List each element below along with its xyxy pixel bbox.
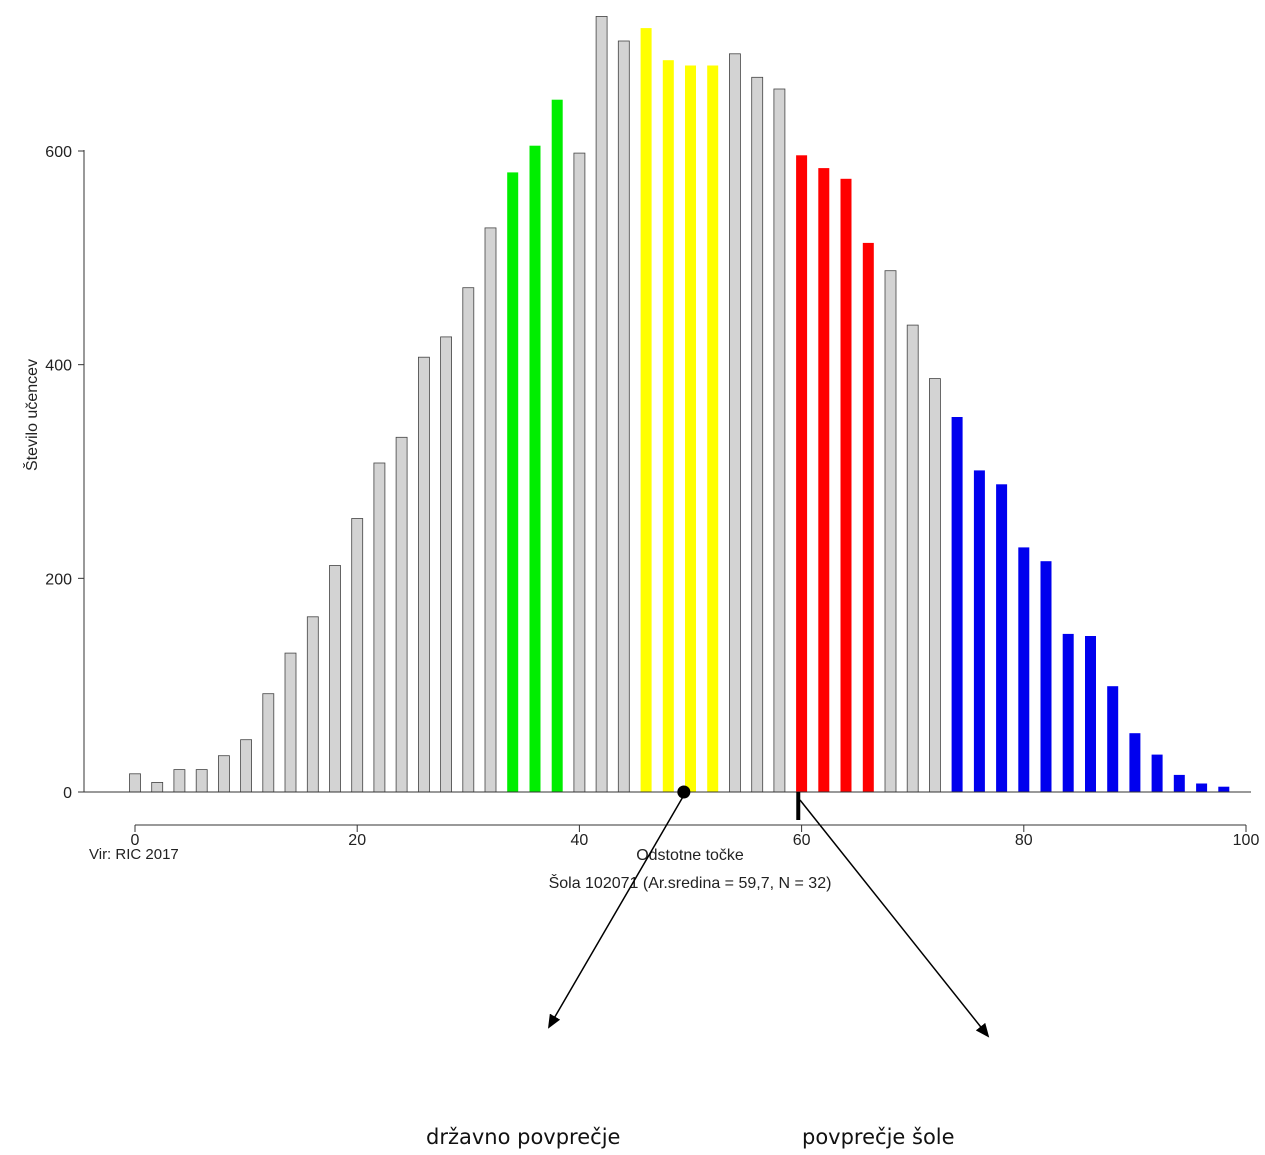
markers-group	[677, 785, 801, 820]
source-note: Vir: RIC 2017	[89, 846, 179, 863]
bar-58	[773, 88, 786, 793]
school-mean-arrow	[799, 799, 990, 1038]
x-tick-label: 20	[348, 832, 366, 849]
bar-0	[129, 773, 141, 793]
bar-90	[1129, 733, 1141, 792]
y-tick-label: 400	[45, 358, 72, 375]
bar-84	[1062, 633, 1074, 792]
y-axis-title: Število učencev	[22, 359, 41, 471]
x-tick-label: 0	[131, 832, 140, 849]
bar-38	[551, 99, 563, 792]
bar-12	[262, 693, 275, 793]
x-tick-label: 60	[793, 832, 811, 849]
chart-subtitle: Šola 102071 (Ar.sredina = 59,7, N = 32)	[549, 873, 832, 892]
bar-20	[351, 518, 364, 793]
bar-44	[617, 40, 630, 793]
bar-4	[173, 769, 186, 793]
bar-28	[440, 336, 453, 793]
x-tick-label: 80	[1015, 832, 1033, 849]
bar-36	[529, 145, 541, 792]
bar-40	[573, 152, 586, 793]
bar-22	[373, 462, 386, 793]
bar-10	[240, 739, 253, 793]
y-tick-label: 600	[45, 144, 72, 161]
bar-32	[484, 227, 497, 793]
bar-6	[195, 769, 208, 793]
national-mean-dot	[677, 785, 691, 799]
bar-54	[729, 53, 741, 793]
bar-30	[462, 287, 475, 793]
bar-60	[796, 155, 808, 793]
bar-18	[329, 565, 341, 793]
bar-82	[1040, 561, 1052, 792]
bar-96	[1196, 783, 1208, 792]
x-tick-label: 40	[571, 832, 589, 849]
bar-2	[151, 782, 164, 793]
bar-80	[1018, 547, 1030, 792]
bar-72	[929, 378, 941, 793]
national-mean-label: državno povprečje	[426, 1125, 621, 1149]
bar-78	[996, 484, 1008, 792]
y-tick-label: 0	[63, 785, 72, 802]
bar-94	[1173, 774, 1185, 792]
bar-50	[685, 65, 696, 792]
bars-group	[129, 15, 1230, 793]
bar-8	[217, 755, 230, 793]
national-mean-arrow	[547, 794, 685, 1029]
bar-56	[751, 76, 764, 793]
bar-68	[884, 270, 897, 793]
x-axis-title: Odstotne točke	[636, 847, 744, 864]
bar-88	[1107, 686, 1119, 792]
bar-14	[284, 652, 297, 793]
bar-64	[840, 178, 852, 793]
bar-48	[662, 60, 674, 792]
school-mean-label: povprečje šole	[802, 1125, 955, 1149]
bar-76	[973, 470, 985, 792]
bar-70	[906, 324, 919, 793]
bar-98	[1218, 786, 1230, 792]
bar-34	[507, 172, 519, 792]
x-ticks-group: 0 20 40 60 80 100	[131, 824, 1260, 849]
bar-74	[951, 417, 963, 792]
bar-26	[417, 356, 430, 793]
bar-62	[818, 168, 830, 793]
bar-16	[306, 616, 319, 793]
bar-86	[1085, 636, 1096, 792]
bar-46	[640, 28, 652, 793]
bar-24	[395, 436, 408, 793]
x-tick-label: 100	[1233, 832, 1260, 849]
bar-42	[595, 15, 608, 793]
bar-66	[862, 242, 874, 792]
bar-92	[1151, 754, 1163, 792]
bar-52	[707, 65, 719, 792]
y-tick-label: 200	[45, 571, 72, 588]
y-ticks-group: 0 200 400 600	[45, 144, 84, 802]
